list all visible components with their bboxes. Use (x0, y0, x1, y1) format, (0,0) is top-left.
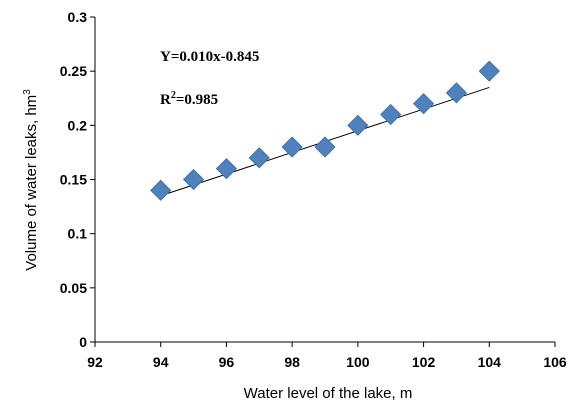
x-tick-label: 96 (219, 354, 235, 370)
data-point (281, 136, 303, 158)
x-tick-label: 104 (478, 354, 502, 370)
data-point (150, 179, 172, 201)
data-point (478, 60, 500, 82)
x-tick-label: 100 (346, 354, 370, 370)
y-ticks: 0 0.05 0.1 0.15 0.2 0.25 0.3 (60, 9, 95, 350)
y-axis-title-superscript: 3 (22, 89, 33, 95)
x-tick-label: 106 (543, 354, 567, 370)
r-squared-label: R2=0.985 (160, 90, 218, 108)
y-tick-label: 0.05 (60, 280, 87, 296)
x-tick-label: 102 (412, 354, 436, 370)
data-point (380, 103, 402, 126)
data-point (314, 136, 336, 158)
y-tick-label: 0.15 (60, 172, 87, 188)
x-axis-title: Water level of the lake, m (244, 385, 413, 402)
r-squared-value: =0.985 (176, 92, 218, 108)
data-points (150, 60, 500, 201)
y-tick-label: 0.25 (60, 63, 87, 79)
x-tick-label: 98 (284, 354, 300, 370)
r-squared-superscript: 2 (171, 90, 176, 101)
x-tick-label: 92 (87, 354, 103, 370)
data-point (248, 147, 270, 169)
data-point (347, 114, 369, 136)
x-ticks: 92 94 96 98 100 102 104 106 (87, 342, 567, 370)
data-point (215, 158, 237, 180)
y-tick-label: 0.1 (68, 226, 88, 242)
data-point (413, 93, 435, 115)
y-axis-title-text: Volume of water leaks, hm (23, 95, 40, 271)
y-tick-label: 0 (79, 334, 87, 350)
y-axis-title: Volume of water leaks, hm3 (22, 89, 40, 271)
regression-equation: Y=0.010x-0.845 (160, 49, 259, 65)
data-point (183, 168, 205, 191)
r-squared-letter: R (160, 92, 171, 108)
y-tick-label: 0.3 (68, 9, 88, 25)
y-tick-label: 0.2 (68, 117, 88, 133)
x-tick-label: 94 (153, 354, 169, 370)
data-point (445, 82, 467, 104)
